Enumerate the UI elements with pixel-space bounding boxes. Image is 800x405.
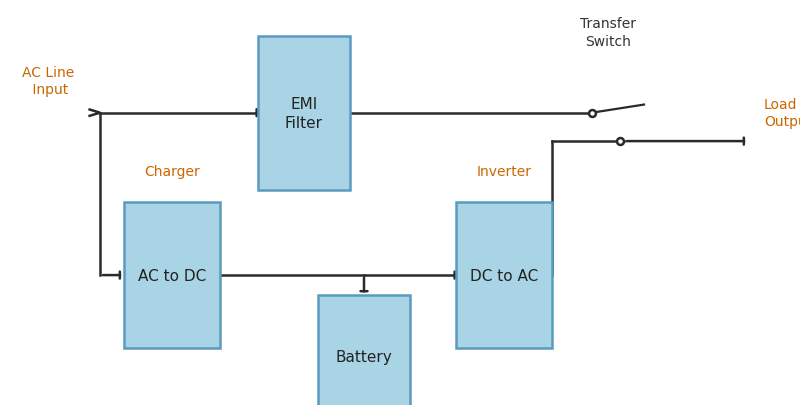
FancyBboxPatch shape — [318, 296, 410, 405]
Text: Inverter: Inverter — [477, 164, 531, 178]
Text: EMI
Filter: EMI Filter — [285, 96, 323, 130]
Text: Battery: Battery — [336, 349, 392, 364]
Text: AC to DC: AC to DC — [138, 268, 206, 283]
FancyBboxPatch shape — [124, 202, 220, 348]
Text: Transfer
Switch: Transfer Switch — [580, 17, 636, 49]
FancyBboxPatch shape — [258, 36, 350, 190]
Text: Load
Output: Load Output — [764, 98, 800, 129]
FancyBboxPatch shape — [456, 202, 552, 348]
Text: AC Line
 Input: AC Line Input — [22, 65, 74, 97]
Text: DC to AC: DC to AC — [470, 268, 538, 283]
Text: Charger: Charger — [144, 164, 200, 178]
